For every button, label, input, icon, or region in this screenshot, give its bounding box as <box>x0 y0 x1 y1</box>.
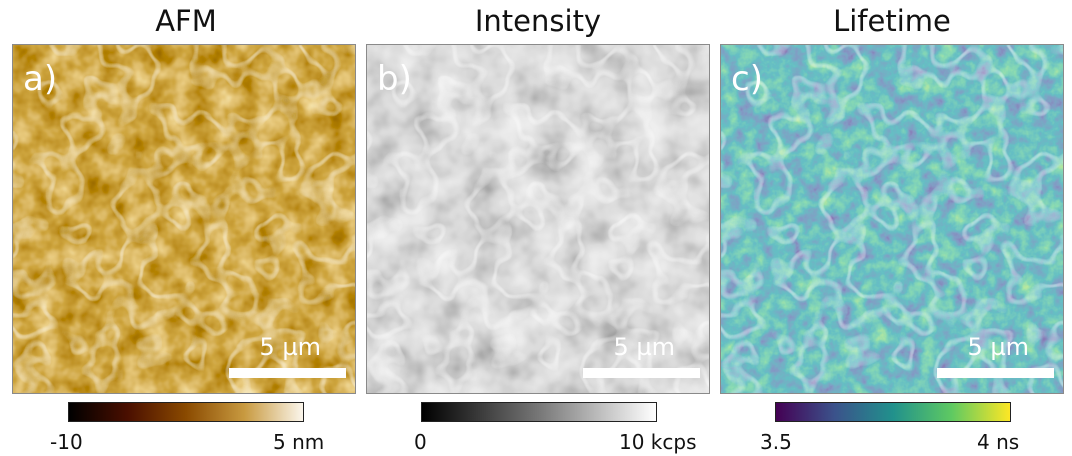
scale-bar-a <box>229 368 346 378</box>
colorbar-lifetime-min: 3.5 <box>760 430 792 454</box>
panel-b-title: Intensity <box>474 4 602 38</box>
afm-image: a) 5 µm <box>12 44 356 394</box>
colorbar-lifetime <box>775 402 1011 422</box>
intensity-texture <box>367 45 709 393</box>
lifetime-texture <box>721 45 1063 393</box>
colorbar-afm <box>68 402 304 422</box>
panel-c-title: Lifetime <box>833 4 951 38</box>
colorbar-intensity-min: 0 <box>414 430 427 454</box>
colorbar-afm-max: 5 nm <box>273 430 325 454</box>
scale-bar-label-a: 5 µm <box>259 333 321 361</box>
panel-a-title: AFM <box>155 4 217 38</box>
lifetime-image: c) 5 µm <box>720 44 1064 394</box>
scale-bar-b <box>583 368 700 378</box>
colorbar-intensity-max: 10 kcps <box>619 430 697 454</box>
panel-c-letter: c) <box>731 59 763 99</box>
scale-bar-label-b: 5 µm <box>613 333 675 361</box>
panel-a-letter: a) <box>23 59 58 99</box>
colorbar-afm-min: -10 <box>50 430 83 454</box>
scale-bar-label-c: 5 µm <box>967 333 1029 361</box>
colorbar-lifetime-max: 4 ns <box>977 430 1020 454</box>
panel-b-letter: b) <box>377 59 412 99</box>
afm-texture <box>13 45 355 393</box>
intensity-image: b) 5 µm <box>366 44 710 394</box>
scale-bar-c <box>937 368 1054 378</box>
colorbar-intensity <box>421 402 657 422</box>
